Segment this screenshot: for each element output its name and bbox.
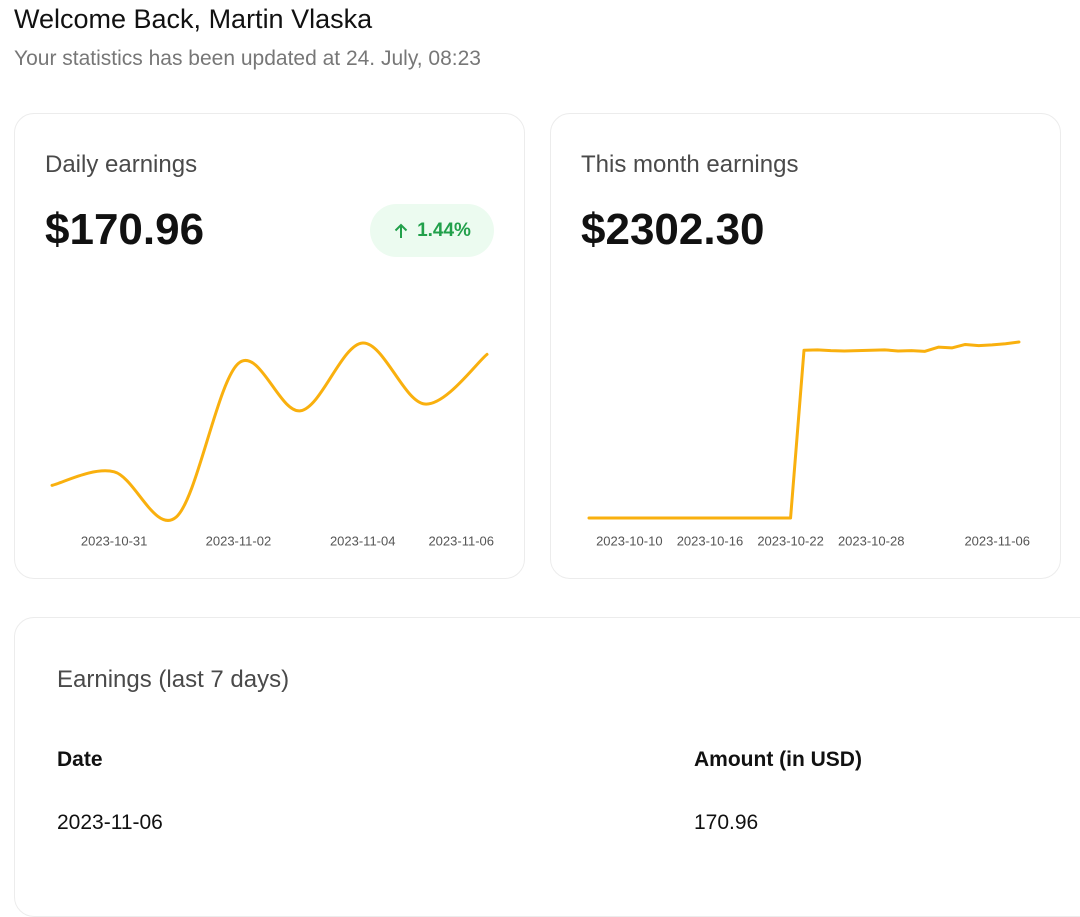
- table-card: [14, 617, 1080, 917]
- table-title: Earnings (last 7 days): [57, 666, 290, 693]
- change-value: 1.44%: [417, 219, 471, 241]
- page-subtitle: Your statistics has been updated at 24. …: [14, 47, 481, 70]
- x-tick-label: 2023-11-02: [206, 533, 272, 548]
- column-header: Date: [57, 748, 103, 771]
- page-title: Welcome Back, Martin Vlaska: [14, 4, 373, 34]
- table-cell: 2023-11-06: [57, 811, 163, 834]
- charts: 2023-10-31 2023-11-02 2023-11-04 2023-11-06…: [50, 340, 1030, 548]
- x-tick-label: 2023-11-04: [330, 533, 396, 548]
- x-tick-label: 2023-10-28: [838, 533, 905, 548]
- x-tick-label: 2023-10-10: [596, 533, 663, 548]
- change-badge: 1.44%: [370, 204, 494, 257]
- page: Welcome Back, Martin Vlaska Your statist…: [14, 4, 1080, 917]
- card-title: This month earnings: [581, 151, 799, 178]
- arrow-up-icon: [394, 223, 408, 238]
- table-cell: 170.96: [694, 811, 759, 834]
- x-tick-label: 2023-11-06: [428, 533, 494, 548]
- daily-card: [14, 113, 525, 579]
- x-tick-label: 2023-11-06: [964, 533, 1030, 548]
- x-tick-label: 2023-10-22: [757, 533, 824, 548]
- column-header: Amount (in USD): [694, 748, 862, 771]
- x-tick-label: 2023-10-31: [81, 533, 148, 548]
- earnings-line: [587, 340, 1021, 520]
- card-title: Daily earnings: [45, 151, 198, 178]
- card-amount: $170.96: [45, 205, 205, 254]
- earnings-line: [50, 341, 489, 522]
- x-tick-label: 2023-10-16: [677, 533, 744, 548]
- card-amount: $2302.30: [581, 205, 765, 254]
